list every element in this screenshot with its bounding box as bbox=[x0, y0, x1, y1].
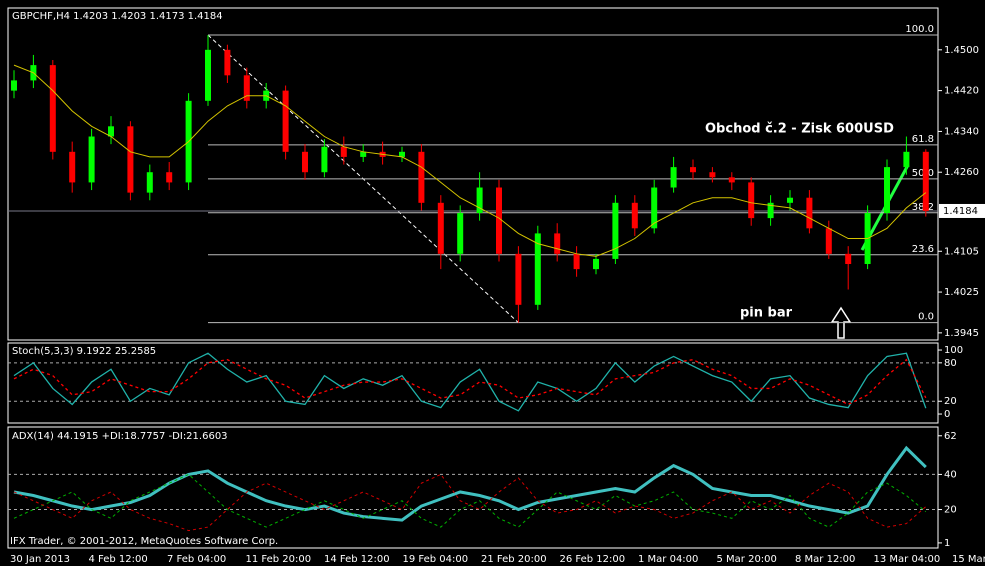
candle-body bbox=[321, 146, 328, 173]
candle-body bbox=[108, 126, 114, 137]
x-tick-label: 14 Feb 12:00 bbox=[324, 554, 390, 565]
candle-body bbox=[534, 233, 541, 305]
y-tick-label: 1.4025 bbox=[944, 287, 979, 298]
fib-label: 61.8 bbox=[912, 134, 934, 145]
candle-body bbox=[49, 65, 56, 152]
main-panel bbox=[7, 7, 939, 341]
candle-body bbox=[302, 151, 308, 173]
indicator-line bbox=[13, 473, 927, 528]
copyright: IFX Trader, © 2001-2012, MetaQuotes Soft… bbox=[10, 536, 278, 547]
fib-label: 23.6 bbox=[912, 244, 934, 255]
candle-body bbox=[457, 213, 464, 254]
indicator-line bbox=[13, 358, 927, 406]
candle-body bbox=[748, 182, 755, 219]
x-tick-label: 7 Feb 04:00 bbox=[167, 554, 226, 565]
candle-body bbox=[88, 136, 95, 183]
candle-body bbox=[709, 172, 716, 178]
moving-average bbox=[13, 64, 927, 257]
x-tick-label: 11 Feb 20:00 bbox=[246, 554, 312, 565]
candle-body bbox=[127, 126, 134, 193]
candle-body bbox=[205, 49, 211, 101]
candle-body bbox=[825, 228, 832, 254]
indicator-line bbox=[13, 352, 927, 412]
x-tick-label: 13 Mar 04:00 bbox=[874, 554, 941, 565]
x-tick-label: 26 Feb 12:00 bbox=[560, 554, 626, 565]
candle-body bbox=[69, 151, 76, 183]
candle-body bbox=[612, 202, 619, 259]
candle-body bbox=[631, 202, 638, 229]
candle-body bbox=[282, 90, 289, 152]
trade-annotation: Obchod č.2 - Zisk 600USD bbox=[705, 122, 894, 137]
y-tick-label: 1.4500 bbox=[944, 45, 979, 56]
y-tick-label: 1.4260 bbox=[944, 167, 979, 178]
candle-body bbox=[476, 187, 483, 214]
y-tick-label: 40 bbox=[944, 469, 957, 480]
x-tick-label: 21 Feb 20:00 bbox=[481, 554, 547, 565]
candle-body bbox=[243, 75, 250, 101]
candle-body bbox=[806, 197, 813, 229]
candle-body bbox=[845, 253, 852, 265]
y-tick-label: 1 bbox=[944, 538, 950, 549]
candle-body bbox=[11, 80, 17, 91]
candle-body bbox=[903, 151, 910, 168]
candle-body bbox=[340, 146, 347, 157]
y-tick-label: 20 bbox=[944, 505, 957, 516]
y-tick-label: 0 bbox=[944, 409, 950, 420]
x-tick-label: 5 Mar 20:00 bbox=[717, 554, 777, 565]
y-tick-label: 1.4420 bbox=[944, 86, 979, 97]
candle-body bbox=[437, 202, 444, 254]
indicator-line bbox=[13, 473, 927, 532]
y-tick-label: 20 bbox=[944, 396, 957, 407]
y-tick-label: 1.3945 bbox=[944, 328, 979, 339]
candle-body bbox=[496, 187, 502, 254]
adx-title: ADX(14) 44.1915 +DI:18.7757 -DI:21.6603 bbox=[12, 431, 228, 442]
current-price-label: 1.4184 bbox=[943, 206, 978, 217]
candle-body bbox=[146, 172, 153, 193]
y-tick-label: 62 bbox=[944, 431, 957, 442]
candle-body bbox=[884, 167, 890, 214]
main-title: GBPCHF,H4 1.4203 1.4203 1.4173 1.4184 bbox=[12, 11, 223, 22]
y-tick-label: 80 bbox=[944, 358, 957, 369]
fib-label: 100.0 bbox=[905, 24, 934, 35]
candle-body bbox=[767, 202, 774, 219]
adx-panel bbox=[7, 426, 939, 549]
current-price-box bbox=[939, 203, 985, 218]
candle-body bbox=[515, 253, 522, 305]
candle-body bbox=[554, 233, 561, 254]
stoch-panel bbox=[7, 342, 939, 424]
candle-body bbox=[593, 258, 599, 270]
candle-body bbox=[922, 151, 929, 211]
candle-body bbox=[360, 151, 367, 157]
pin-bar-annotation: pin bar bbox=[740, 306, 793, 321]
x-tick-label: 8 Mar 12:00 bbox=[795, 554, 855, 565]
candle-body bbox=[651, 187, 658, 229]
stoch-title: Stoch(5,3,3) 9.1922 25.2585 bbox=[12, 346, 156, 357]
x-tick-label: 30 Jan 2013 bbox=[10, 554, 70, 565]
candle-body bbox=[690, 167, 696, 173]
candle-body bbox=[728, 177, 735, 183]
candle-body bbox=[573, 253, 580, 270]
indicator-line bbox=[13, 445, 927, 522]
candle-body bbox=[418, 151, 425, 203]
x-tick-label: 15 Mar 20:00 bbox=[952, 554, 985, 565]
x-tick-label: 19 Feb 04:00 bbox=[403, 554, 469, 565]
x-tick-label: 1 Mar 04:00 bbox=[638, 554, 698, 565]
candle-body bbox=[166, 172, 173, 183]
candle-body bbox=[787, 197, 793, 203]
candle-body bbox=[670, 167, 677, 188]
candle-body bbox=[399, 151, 405, 157]
x-tick-label: 4 Feb 12:00 bbox=[89, 554, 148, 565]
candle-body bbox=[224, 49, 231, 76]
y-tick-label: 1.4340 bbox=[944, 126, 979, 137]
y-tick-label: 1.4105 bbox=[944, 246, 979, 257]
y-tick-label: 100 bbox=[944, 345, 963, 356]
fib-label: 0.0 bbox=[918, 312, 934, 323]
